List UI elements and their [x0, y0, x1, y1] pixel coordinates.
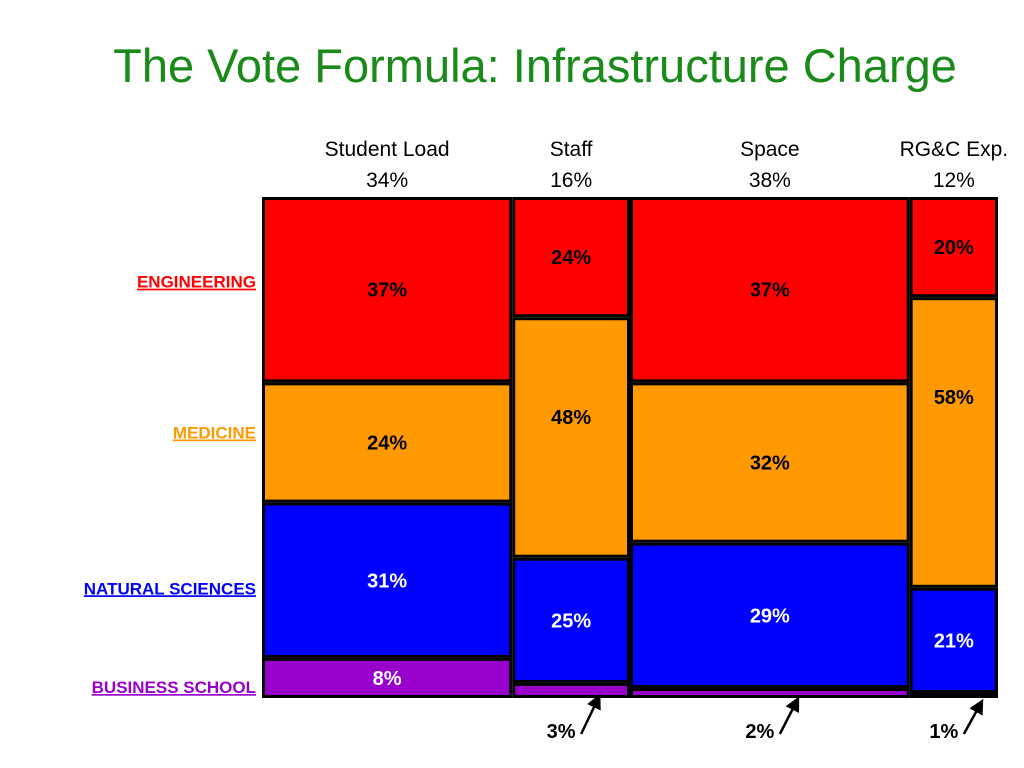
data-label-medicine-rg-c-exp: 58%: [934, 387, 974, 409]
data-label-medicine-space: 32%: [750, 453, 790, 475]
column-weight-space: 38%: [749, 169, 791, 192]
row-label-medicine: MEDICINE: [173, 423, 256, 442]
bar-segment-medicine-space: [630, 382, 910, 543]
data-label-engineering-student-load: 37%: [367, 280, 407, 302]
data-label-business-school-student-load: 8%: [373, 668, 402, 690]
bar-segment-medicine-staff: [512, 317, 630, 558]
bar-segment-business-school-space: [630, 687, 910, 698]
bar-segment-engineering-rg-c-exp: [909, 197, 998, 298]
bar-segment-natural-sciences-rg-c-exp: [909, 587, 998, 693]
bar-segment-business-school-staff: [512, 682, 630, 698]
bar-segment-business-school-rg-c-exp: [909, 692, 998, 698]
bar-segment-engineering-space: [630, 197, 910, 383]
data-label-natural-sciences-space: 29%: [750, 605, 790, 627]
callout-arrow-rg-c-exp: [962, 698, 984, 735]
column-header-student-load: Student Load: [325, 138, 450, 161]
data-label-natural-sciences-student-load: 31%: [367, 570, 407, 592]
row-label-business-school: BUSINESS SCHOOL: [92, 678, 256, 697]
column-header-space: Space: [740, 138, 800, 161]
column-header-staff: Staff: [550, 138, 593, 161]
bar-segment-natural-sciences-staff: [512, 557, 630, 683]
column-weight-student-load: 34%: [366, 169, 408, 192]
column-header-rg-c-exp: RG&C Exp.: [900, 138, 1009, 161]
bar-segment-natural-sciences-student-load: [262, 502, 513, 658]
callout-label-staff: 3%: [547, 721, 576, 743]
data-label-medicine-staff: 48%: [551, 407, 591, 429]
data-label-engineering-rg-c-exp: 20%: [934, 237, 974, 259]
bar-segment-natural-sciences-space: [630, 542, 910, 688]
data-label-natural-sciences-rg-c-exp: 21%: [934, 630, 974, 652]
data-label-engineering-space: 37%: [750, 280, 790, 302]
bar-segment-engineering-student-load: [262, 197, 513, 383]
row-label-natural-sciences: NATURAL SCIENCES: [84, 579, 256, 598]
bar-segment-business-school-student-load: [262, 657, 513, 698]
callout-label-rg-c-exp: 1%: [929, 721, 958, 743]
column-weight-rg-c-exp: 12%: [933, 169, 975, 192]
callout-arrow-staff: [579, 693, 601, 735]
column-weight-staff: 16%: [550, 169, 592, 192]
callout-label-space: 2%: [745, 721, 774, 743]
data-label-medicine-student-load: 24%: [367, 432, 407, 454]
slide-title: The Vote Formula: Infrastructure Charge: [113, 39, 957, 92]
callout-arrow-space: [778, 696, 800, 735]
bar-segment-medicine-rg-c-exp: [909, 297, 998, 588]
data-label-engineering-staff: 24%: [551, 247, 591, 269]
row-label-engineering: ENGINEERING: [137, 273, 256, 292]
bar-segment-engineering-staff: [512, 197, 630, 318]
data-label-natural-sciences-staff: 25%: [551, 610, 591, 632]
bar-segment-medicine-student-load: [262, 382, 513, 503]
